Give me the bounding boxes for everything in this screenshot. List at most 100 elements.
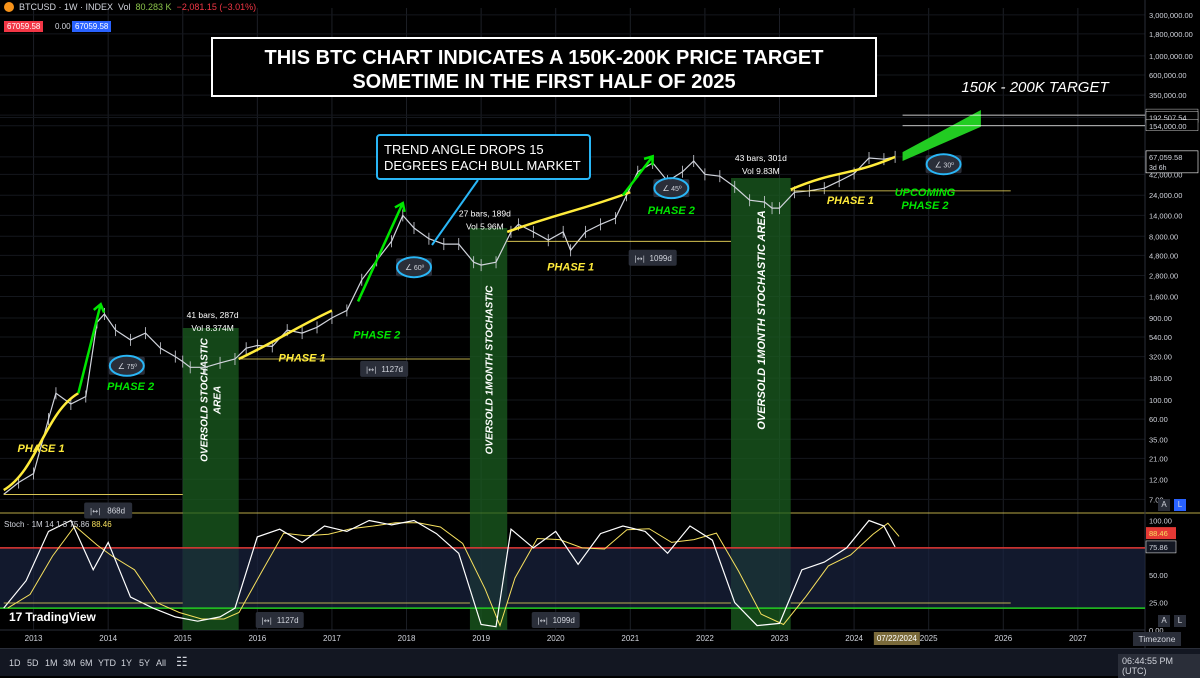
angle-badge[interactable]: ∠ 75º [108,354,145,377]
price-axis-label: 180.00 [1149,374,1172,383]
timeframe-1d[interactable]: 1D [9,658,21,668]
target-price-badge [1145,119,1199,131]
range-value: 1099d [650,254,672,263]
current-date-label: 07/22/2024 [877,634,918,643]
bar-stats-volume: Vol 5.96M [466,222,504,232]
oversold-label-group: OVERSOLD 1MONTH STOCHASTIC AREA [756,210,768,429]
bitcoin-icon [4,2,14,12]
range-value: 868d [107,507,125,516]
chart-canvas[interactable]: OVERSOLD STOCHASTIC AREA OVERSOLD 1MONTH S… [0,0,1200,648]
volume-value: 80.283 K [135,2,172,12]
current-price-badge [1145,150,1199,174]
angle-icon: ∠ [118,362,125,371]
range-icon: |↔| [537,617,548,625]
stoch-auto-scale-button[interactable]: A [1158,615,1170,627]
time-axis-label: 2015 [174,634,192,643]
oversold-label: OVERSOLD STOCHASTIC [200,337,211,461]
timeframe-all[interactable]: All [156,658,167,668]
price-axis-label: 24,000.00 [1149,191,1182,200]
price-axis-label: 21.00 [1149,454,1168,463]
oversold-label-group: OVERSOLD STOCHASTIC AREA [200,337,224,461]
phase1-label: PHASE 1 [279,353,326,365]
phase2-label: PHASE 2 [353,329,400,341]
time-axis-label: 2024 [845,634,863,643]
volume-label: Vol [118,2,131,12]
timeframe-ytd[interactable]: YTD [98,658,116,668]
range-icon: |↔| [261,617,272,625]
stoch-axis-label: 25.00 [1149,599,1168,608]
stoch-indicator-label[interactable]: Stoch · 1M 14 1 3 75.86 88.46 [4,520,112,529]
target-label: 150K - 200K TARGET [961,79,1110,96]
price-axis-label: 154,000.00 [1149,122,1187,131]
chart-header: BTCUSD · 1W · INDEX Vol 80.283 K −2,081.… [4,2,256,12]
price-axis-label: 1,600.00 [1149,292,1178,301]
phase2-label: PHASE 2 [648,205,695,217]
price-axis-label: 540.00 [1149,333,1172,342]
upcoming-phase-label: UPCOMING [895,187,956,199]
time-axis-label: 2027 [1069,634,1087,643]
angle-value: 30º [943,162,954,169]
range-badge[interactable]: |↔| 868d [84,502,133,519]
timeframe-1y[interactable]: 1Y [121,658,133,668]
timezone-button[interactable]: Timezone [1133,632,1181,646]
time-axis-label: 2016 [248,634,266,643]
tradingview-logo: 17 TradingView [9,610,96,624]
range-badge-bg [628,249,677,266]
timeframe-1m[interactable]: 1M [45,658,58,668]
angle-badge-ring [395,256,432,279]
angle-badge[interactable]: ∠ 30º [925,153,962,176]
price-axis-label: 67,059.58 [1149,153,1182,162]
price-axis-label: 192,507.54 [1149,113,1187,122]
range-icon: |↔| [90,508,101,516]
angle-badge-bg [108,356,145,375]
time-axis-label: 2017 [323,634,341,643]
ask-price-button[interactable]: 67059.58 [72,21,112,32]
range-icon: |↔| [634,255,645,263]
timeframe-3m[interactable]: 3M [63,658,76,668]
angle-value: 75º [127,364,138,371]
stoch-axis-label: 100.00 [1149,516,1172,525]
angle-badge[interactable]: ∠ 45º [653,177,690,200]
phase2-arrow [356,202,404,302]
utc-clock[interactable]: 06:44:55 PM (UTC) [1118,654,1200,678]
phase1-label: PHASE 1 [17,443,64,455]
target-arrow [902,109,981,162]
stoch-axis-label: 88.46 [1149,529,1168,538]
angle-badge-ring [653,177,690,200]
time-axis-label: 2019 [472,634,490,643]
upcoming-phase-label-sub: PHASE 2 [901,200,948,212]
bar-stats-volume: Vol 9.83M [742,166,780,176]
time-axis-label: 2025 [920,634,938,643]
range-value: 1099d [553,616,575,625]
date-range-icon[interactable]: ☷ [176,654,188,669]
bid-price-button[interactable]: 67059.58 [4,21,44,32]
angle-badge-bg [395,258,432,277]
time-axis-label: 2014 [99,634,117,643]
timeframe-5y[interactable]: 5Y [139,658,151,668]
range-icon: |↔| [366,366,377,374]
bar-stats-label: 43 bars, 301d [735,153,787,163]
stoch-axis-label: 50.00 [1149,571,1168,580]
price-axis-label: 35.00 [1149,435,1168,444]
range-badge[interactable]: |↔| 1127d [360,360,409,377]
log-scale-button[interactable]: L [1174,499,1186,511]
auto-scale-button[interactable]: A [1158,499,1170,511]
range-badge[interactable]: |↔| 1099d [531,612,580,628]
phase1-curve [506,191,631,234]
trend-pointer [431,179,479,246]
stoch-log-scale-button[interactable]: L [1174,615,1186,627]
range-badge[interactable]: |↔| 1127d [255,612,304,628]
price-axis-label: 14,000.00 [1149,211,1182,220]
phase1-label: PHASE 1 [827,195,874,207]
symbol-label[interactable]: BTCUSD · 1W · INDEX [19,2,114,12]
timeframe-6m[interactable]: 6M [80,658,93,668]
time-axis-label: 2013 [25,634,43,643]
range-badge[interactable]: |↔| 1099d [628,249,677,266]
timeframe-5d[interactable]: 5D [27,658,39,668]
stoch-axis-badge [1145,540,1177,554]
price-axis-label: 900.00 [1149,314,1172,323]
angle-badge[interactable]: ∠ 60º [395,256,432,279]
time-axis-label: 2023 [771,634,789,643]
price-change: −2,081.15 (−3.01%) [176,2,257,12]
range-badge-bg [84,502,133,519]
